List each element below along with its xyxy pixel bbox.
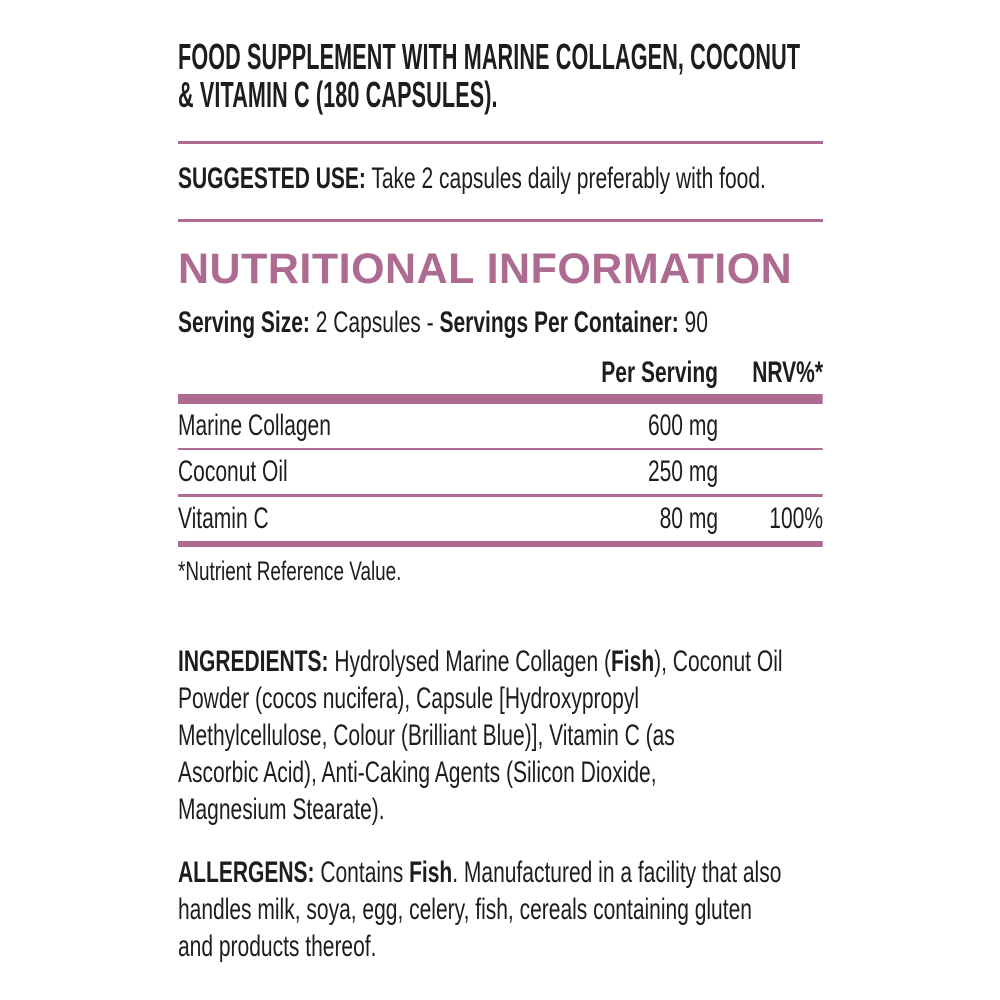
per-serving-value: 80 mg [659,502,719,535]
per-serving-value: 600 mg [647,409,719,442]
ingredients-paragraph: INGREDIENTS: Hydrolysed Marine Collagen … [178,645,783,826]
suggested-use-text: Take 2 capsules daily preferably with fo… [371,162,766,195]
nrv-footnote: *Nutrient Reference Value. [178,556,402,586]
column-header-nrv: NRV%* [752,356,824,389]
nutrition-heading: NUTRITIONAL INFORMATION [178,245,793,293]
nutrient-name: Vitamin C [178,502,269,535]
servings-per-container-label: Servings Per Container: [439,306,679,339]
serving-size-value: 2 Capsules [315,306,421,339]
table-row-coconut-oil: Coconut Oil 250 mg [178,450,824,497]
table-row-vitamin-c: Vitamin C 80 mg 100% [178,497,824,547]
column-header-per-serving: Per Serving [601,356,719,389]
label-title: FOOD SUPPLEMENT WITH MARINE COLLAGEN, CO… [178,36,801,115]
label-content: FOOD SUPPLEMENT WITH MARINE COLLAGEN, CO… [178,0,824,965]
nutrient-name: Coconut Oil [178,455,288,488]
nutrition-table: Per Serving NRV%* Marine Collagen 600 mg… [178,355,824,547]
suggested-use-line: SUGGESTED USE: Take 2 capsules daily pre… [178,161,823,197]
per-serving-value: 250 mg [647,455,719,488]
table-header-row: Per Serving NRV%* [178,355,823,391]
nrv-value: 100% [769,502,824,535]
servings-per-container-value: 90 [684,306,708,339]
nutrient-name: Marine Collagen [178,409,331,442]
serving-info-line: Serving Size: 2 Capsules - Servings Per … [178,305,823,341]
serving-size-label: Serving Size: [178,306,310,339]
divider-top [178,141,823,144]
divider-suggested-use [178,219,823,222]
serving-separator-dash: - [426,306,434,339]
allergens-paragraph: ALLERGENS: Contains Fish. Manufactured i… [178,856,782,963]
table-row-marine-collagen: Marine Collagen 600 mg [178,404,824,450]
suggested-use-label: SUGGESTED USE: [178,162,366,195]
table-header-bar [178,394,824,404]
